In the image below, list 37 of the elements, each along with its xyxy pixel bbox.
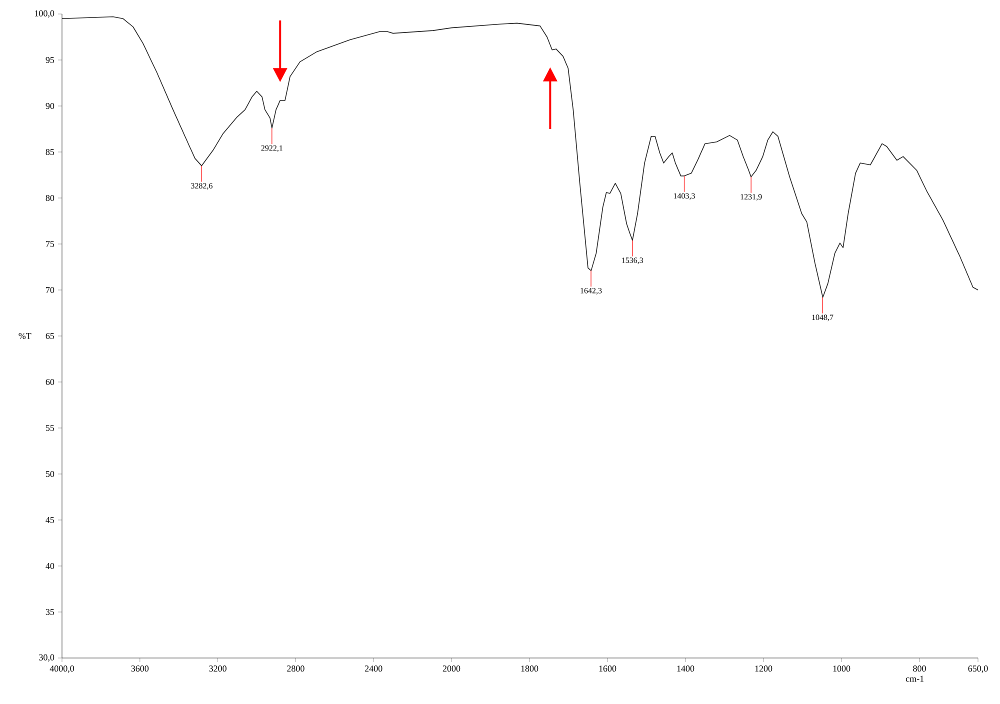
y-tick-label: 90 xyxy=(46,102,54,110)
annotation: 1048,7 xyxy=(812,314,834,322)
y-tick-label: 80 xyxy=(46,194,54,202)
x-tick-label: 2000 xyxy=(442,666,460,672)
x-tick-label: 1400 xyxy=(677,666,694,672)
x-tick-label: 1600 xyxy=(599,666,616,672)
x-tick-label: 3200 xyxy=(209,666,226,672)
y-tick-label: 65 xyxy=(46,332,54,340)
y-tick-label: 35 xyxy=(46,608,54,616)
x-tick-label: 2800 xyxy=(287,666,304,672)
y-tick-label: 75 xyxy=(46,241,54,247)
annotation: 1231,9 xyxy=(740,194,762,201)
y-tick-label: 95 xyxy=(46,56,54,64)
x-tick-label: 1000 xyxy=(833,666,850,672)
y-tick-label: 40 xyxy=(46,562,54,570)
x-tick-label: 1200 xyxy=(755,666,772,672)
y-tick-label: 45 xyxy=(46,516,54,524)
x-axis-title: cm-1 xyxy=(906,676,924,682)
x-tick-label: 2400 xyxy=(364,666,382,672)
y-axis-title: %T xyxy=(18,332,32,340)
y-tick-label: 100,0 xyxy=(35,10,54,18)
y-tick-label: 60 xyxy=(46,378,54,386)
annotation: 1536,3 xyxy=(622,258,644,264)
y-tick-label: 50 xyxy=(46,470,54,478)
x-tick-label: 3600 xyxy=(131,666,149,672)
y-tick-label: 70 xyxy=(46,286,54,294)
y-tick-label: 85 xyxy=(46,148,54,156)
y-tick-label: 30,0 xyxy=(39,654,54,662)
x-tick-label: 1800 xyxy=(521,666,538,672)
x-tick-label: 650,0 xyxy=(968,666,988,673)
x-tick-label: 800 xyxy=(913,666,926,672)
annotation: 1403,3 xyxy=(674,193,695,200)
annotation: 2922,1 xyxy=(261,145,282,152)
x-tick-label: 4000,0 xyxy=(50,666,74,673)
annotation: 1642,3 xyxy=(580,288,602,294)
y-tick-label: 55 xyxy=(46,425,54,431)
annotation: 3282,6 xyxy=(191,183,212,190)
